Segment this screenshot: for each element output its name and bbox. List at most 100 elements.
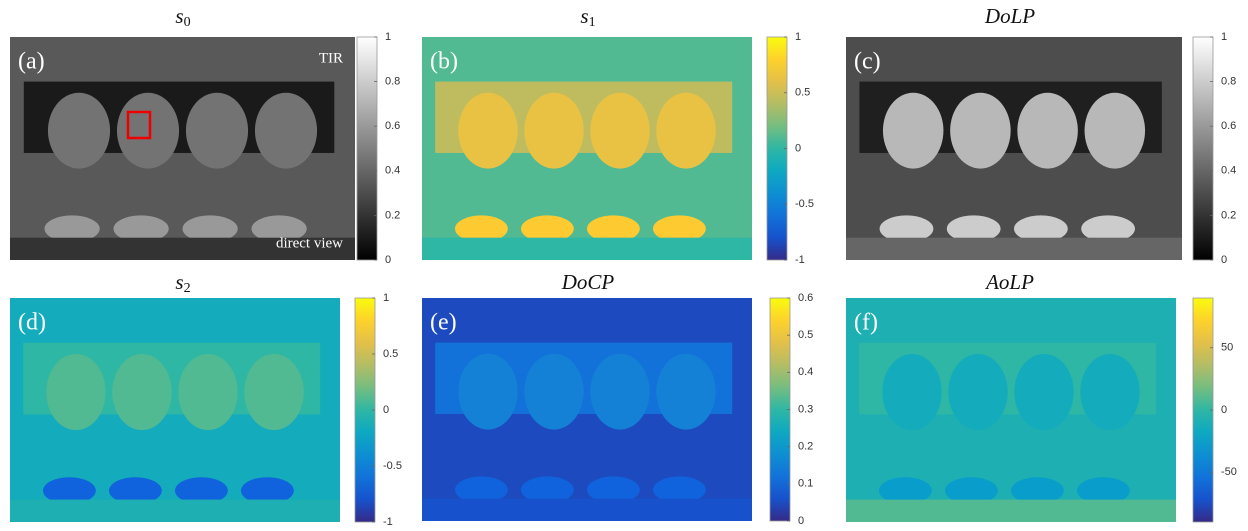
shell bbox=[948, 354, 1008, 431]
lower-shell bbox=[44, 215, 100, 243]
lower-shell bbox=[1014, 215, 1068, 243]
colorbar-tick-label: 50 bbox=[1221, 342, 1233, 354]
lower-shell bbox=[455, 215, 508, 243]
colorbar-tick-label: -1 bbox=[383, 516, 393, 528]
colorbar-tick-label: 0 bbox=[385, 254, 391, 266]
image-bottom bbox=[422, 498, 752, 521]
colorbar-tick-label: 0 bbox=[1221, 404, 1227, 416]
lower-shell bbox=[653, 215, 706, 243]
shell bbox=[1080, 354, 1140, 431]
lower-shell bbox=[945, 477, 998, 505]
annotation: TIR bbox=[319, 50, 343, 66]
shell bbox=[112, 354, 172, 431]
panel: (d) s2 1 0.5 0 -0.5 -1 bbox=[10, 270, 402, 528]
image-bottom bbox=[422, 237, 752, 260]
shell bbox=[458, 353, 518, 430]
image-bottom bbox=[10, 499, 340, 522]
lower-shell bbox=[587, 215, 640, 243]
colorbar-tick-label: 0.6 bbox=[1221, 120, 1236, 132]
shell bbox=[656, 353, 716, 430]
colorbar-tick-label: 0.3 bbox=[798, 403, 813, 415]
colorbar-tick-label: 0.4 bbox=[798, 366, 813, 378]
shell bbox=[46, 354, 106, 431]
shell bbox=[1017, 92, 1078, 169]
title-text: s bbox=[175, 270, 183, 294]
lower-shell bbox=[879, 215, 934, 243]
panel-label: (f) bbox=[854, 310, 878, 336]
lower-shell bbox=[251, 215, 307, 243]
lower-shell bbox=[1081, 215, 1135, 243]
colorbar-tick-label: 0.5 bbox=[795, 87, 810, 99]
shell bbox=[254, 92, 318, 169]
title-text: AoLP bbox=[984, 270, 1034, 294]
image-bottom bbox=[846, 499, 1176, 522]
colorbar-tick-label: -1 bbox=[795, 254, 805, 266]
panel-title: DoLP bbox=[984, 4, 1035, 28]
title-subscript: 2 bbox=[184, 281, 191, 296]
lower-shell bbox=[241, 477, 294, 505]
panel-label: (e) bbox=[430, 310, 457, 336]
panel-title: AoLP bbox=[984, 270, 1034, 294]
shell bbox=[116, 92, 180, 169]
lower-shell bbox=[108, 477, 162, 505]
colorbar-tick-label: 0.6 bbox=[385, 120, 400, 132]
shell bbox=[47, 92, 111, 169]
colorbar-tick-label: 0.8 bbox=[1221, 76, 1236, 88]
colorbar-tick-label: 0 bbox=[383, 404, 389, 416]
lower-shell bbox=[182, 215, 238, 243]
colorbar-tick-label: -0.5 bbox=[795, 198, 814, 210]
lower-shell bbox=[455, 476, 508, 504]
shell bbox=[1084, 92, 1146, 169]
title-text: s bbox=[175, 4, 183, 28]
panel: (c) DoLP 1 0.8 0.6 0.4 0.2 0 bbox=[846, 4, 1236, 266]
panel-title: DoCP bbox=[561, 270, 615, 294]
panel-title: s0 bbox=[175, 4, 190, 30]
shell bbox=[244, 354, 304, 431]
lower-shell bbox=[946, 215, 1001, 243]
colorbar-tick-label: -0.5 bbox=[383, 460, 402, 472]
colorbar bbox=[1192, 36, 1214, 261]
colorbar bbox=[356, 36, 378, 261]
panel: (f) AoLP 50 0 -50 bbox=[846, 270, 1237, 523]
image-bottom bbox=[846, 237, 1182, 260]
colorbar-tick-label: 1 bbox=[385, 31, 391, 43]
annotation: direct view bbox=[276, 235, 343, 251]
shell bbox=[882, 92, 944, 169]
colorbar-tick-label: 0 bbox=[798, 515, 804, 527]
colorbar-tick-label: 0.5 bbox=[383, 348, 398, 360]
colorbar-tick-label: 0.2 bbox=[798, 441, 813, 453]
panel-label: (c) bbox=[854, 49, 881, 75]
lower-shell bbox=[653, 476, 706, 504]
panel-title: s1 bbox=[580, 4, 595, 30]
colorbar-tick-label: 0.5 bbox=[798, 329, 813, 341]
colorbar-tick-label: 0 bbox=[1221, 254, 1227, 266]
colorbar-tick-label: 0.4 bbox=[1221, 165, 1236, 177]
shell bbox=[590, 92, 650, 169]
shell bbox=[524, 92, 584, 169]
shell bbox=[590, 353, 650, 430]
lower-shell bbox=[521, 215, 574, 243]
panel: (e) DoCP 0.6 0.5 0.4 0.3 0.2 0.1 0 bbox=[422, 270, 813, 527]
shell bbox=[656, 92, 716, 169]
title-text: DoCP bbox=[561, 270, 615, 294]
colorbar-tick-label: 0.1 bbox=[798, 478, 813, 490]
panel-label: (a) bbox=[18, 49, 45, 75]
lower-shell bbox=[43, 477, 96, 505]
roi-box bbox=[126, 110, 152, 140]
title-text: s bbox=[580, 4, 588, 28]
shell bbox=[185, 92, 249, 169]
lower-shell bbox=[1077, 477, 1130, 505]
panel-label: (b) bbox=[430, 49, 458, 75]
colorbar-tick-label: 0.4 bbox=[385, 165, 400, 177]
shell bbox=[1014, 354, 1074, 431]
image-bottom bbox=[10, 237, 355, 260]
panel-label: (d) bbox=[18, 310, 46, 336]
shell bbox=[950, 92, 1011, 169]
lower-shell bbox=[175, 477, 228, 505]
shell bbox=[458, 92, 518, 169]
lower-shell bbox=[1011, 477, 1064, 505]
title-subscript: 0 bbox=[184, 15, 191, 30]
